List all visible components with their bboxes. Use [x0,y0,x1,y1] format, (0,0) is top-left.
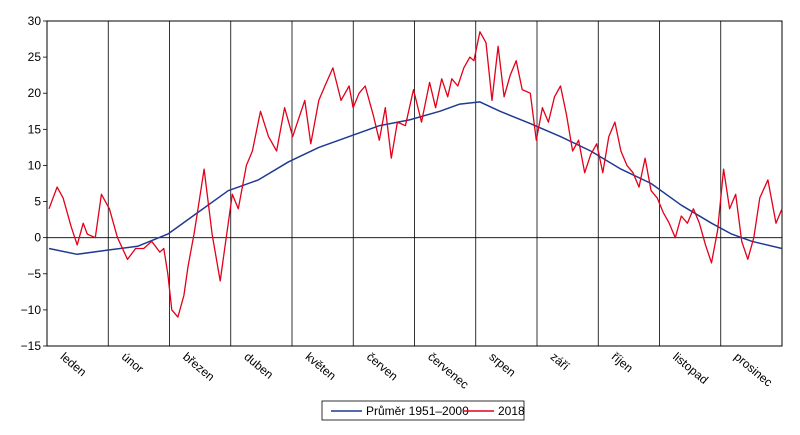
month-label: září [548,350,573,374]
grid-lines [107,21,722,346]
y-tick-label: 15 [28,122,42,136]
month-label: květen [303,350,339,383]
month-label: červenec [425,350,471,392]
y-tick-label: 20 [28,86,42,100]
month-label: únor [119,350,146,376]
series-line-avg [48,101,783,256]
month-label: duben [241,350,276,382]
y-tick-label: 25 [28,50,42,64]
y-tick-label: 10 [28,158,42,172]
y-tick-label: 5 [34,195,41,209]
legend-box [321,400,525,421]
month-label: říjen [609,350,636,376]
y-tick-label: 30 [28,14,42,28]
legend: Průměr 1951–2000 2018 [321,400,525,421]
month-label: leden [58,350,90,380]
y-tick-label: −10 [21,303,42,317]
x-axis: leden únor březen duben květen červen červenec… [58,350,775,392]
month-label: prosinec [731,350,775,390]
y-tick-label: −15 [21,339,42,353]
y-axis: 30 25 20 15 10 5 0 −5 −10 −15 [21,14,47,353]
y-tick-label: 0 [34,231,41,245]
legend-label-2018: 2018 [498,404,525,418]
month-label: červen [364,350,401,384]
month-label: březen [180,350,217,384]
series-group [48,31,783,318]
month-label: srpen [486,350,518,380]
month-label: listopad [670,350,711,387]
y-tick-label: −5 [27,267,41,281]
legend-label-avg: Průměr 1951–2000 [366,404,469,418]
series-line-2018 [48,31,783,318]
